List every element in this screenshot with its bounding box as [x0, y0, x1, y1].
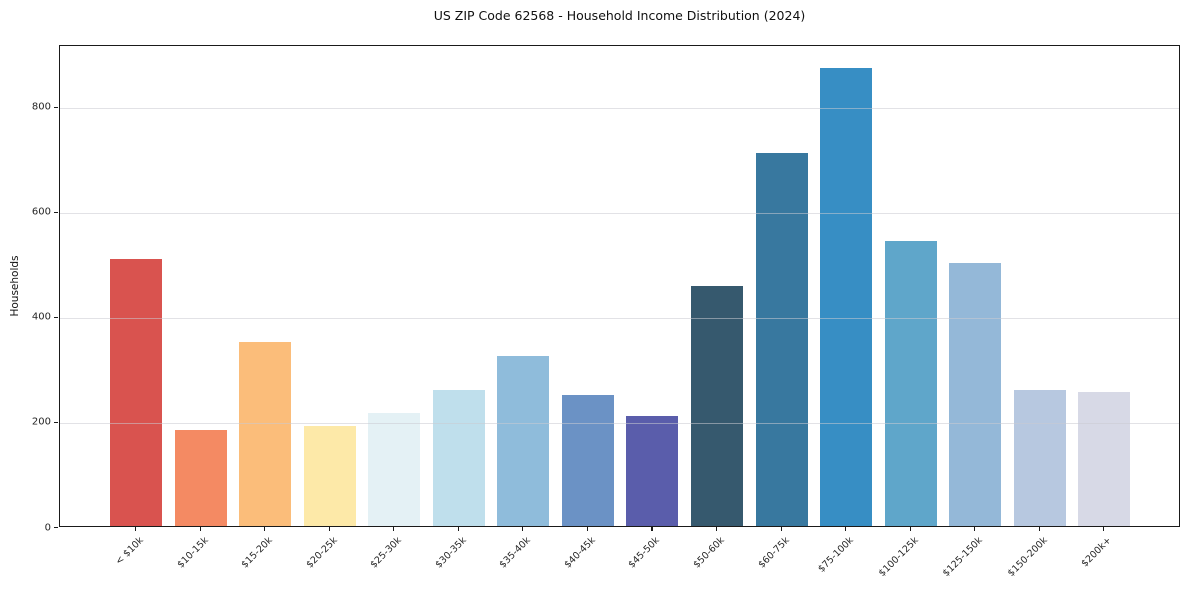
bar [1078, 392, 1131, 526]
x-tick-label: $100-125k [876, 535, 921, 580]
bar [1013, 389, 1066, 526]
gridline [60, 107, 1179, 109]
x-tick-mark [909, 527, 911, 531]
x-tick-label: $40-45k [562, 535, 598, 571]
x-tick-mark [1038, 527, 1040, 531]
bar [110, 259, 162, 526]
bar [432, 389, 485, 526]
bar [368, 413, 421, 526]
x-tick-mark [651, 527, 653, 531]
gridline [60, 422, 1179, 424]
plot-area [59, 45, 1180, 527]
y-tick-mark [54, 211, 58, 214]
x-tick-mark [845, 527, 847, 531]
x-tick-label: $15-20k [239, 535, 275, 571]
x-tick-mark [457, 527, 459, 531]
y-tick-label: 800 [31, 101, 51, 113]
x-tick-label: $50-60k [691, 535, 727, 571]
bar [949, 262, 1002, 526]
x-tick-mark [586, 527, 589, 531]
x-tick-mark [780, 527, 782, 531]
y-tick-mark [54, 106, 58, 109]
x-tick-label: $125-150k [940, 535, 985, 580]
y-tick-mark [54, 316, 58, 319]
y-tick-label: 400 [31, 311, 51, 323]
y-tick-label: 0 [44, 522, 51, 533]
x-tick-label: $10-15k [174, 535, 211, 571]
y-tick-mark [54, 527, 58, 529]
x-tick-mark [264, 527, 266, 531]
gridline [60, 212, 1179, 214]
x-tick-label: $60-75k [755, 535, 792, 571]
x-tick-label: < $10k [113, 535, 146, 568]
bar [303, 426, 356, 526]
x-tick-mark [715, 527, 718, 531]
chart-title: US ZIP Code 62568 - Household Income Dis… [433, 8, 806, 23]
bar [174, 429, 227, 526]
x-tick-label: $45-50k [626, 535, 663, 571]
x-tick-label: $75-100k [816, 535, 856, 575]
bar [820, 68, 873, 526]
x-tick-mark [1103, 527, 1105, 531]
bar [755, 153, 808, 526]
x-tick-mark [393, 527, 395, 531]
x-tick-mark [328, 527, 330, 531]
bar [884, 240, 937, 526]
bar [626, 415, 679, 526]
x-tick-label: $150-200k [1005, 535, 1050, 580]
x-tick-mark [135, 527, 137, 531]
x-tick-mark [522, 527, 524, 531]
x-tick-label: $25-30k [368, 535, 404, 571]
gridline [60, 317, 1179, 319]
y-tick-label: 600 [31, 206, 51, 218]
y-tick-mark [54, 421, 58, 424]
bar [561, 394, 614, 526]
x-tick-label: $35-40k [497, 535, 534, 571]
bar [239, 342, 292, 526]
y-tick-label: 200 [31, 416, 51, 428]
x-tick-label: $200k+ [1079, 535, 1115, 570]
x-tick-label: $30-35k [433, 535, 469, 571]
x-tick-mark [974, 527, 976, 531]
bar [497, 356, 550, 526]
bar [690, 285, 743, 526]
x-tick-mark [199, 527, 201, 531]
y-axis-label: Households [9, 255, 21, 317]
x-tick-label: $20-25k [303, 535, 340, 571]
